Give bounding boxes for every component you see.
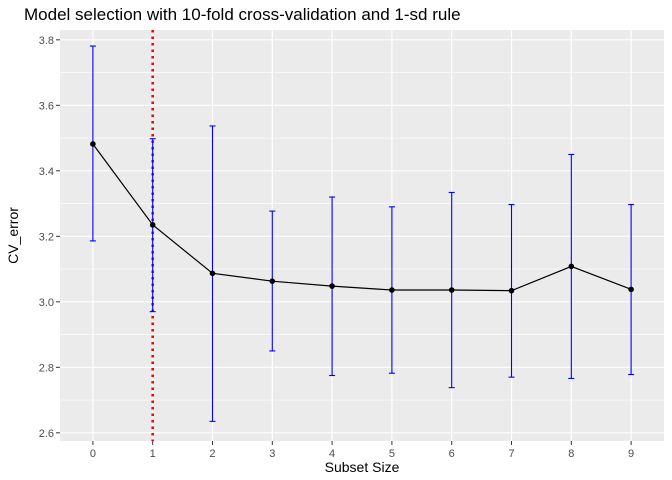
data-point — [508, 287, 515, 294]
x-tick-label: 8 — [568, 448, 574, 460]
y-tick-label: 2.8 — [39, 362, 54, 374]
x-tick-label: 1 — [150, 448, 156, 460]
x-tick-label: 0 — [90, 448, 96, 460]
y-tick-label: 3.2 — [39, 231, 54, 243]
x-tick-label: 7 — [508, 448, 514, 460]
minor-gridlines — [60, 72, 664, 401]
data-point — [269, 278, 276, 284]
x-tick-label: 4 — [329, 448, 335, 460]
y-axis-title: CV_error — [5, 207, 21, 264]
data-point — [389, 287, 395, 293]
y-tick-label: 3.6 — [39, 100, 54, 112]
x-axis-title: Subset Size — [325, 459, 400, 475]
chart-title: Model selection with 10-fold cross-valid… — [24, 5, 461, 24]
data-point — [448, 287, 455, 293]
y-tick-label: 3.0 — [39, 297, 54, 309]
cv-error-points — [90, 141, 634, 294]
cv-error-polyline — [92, 143, 632, 292]
x-tick-label: 9 — [628, 448, 634, 460]
x-tick-label: 2 — [209, 448, 215, 460]
data-point — [628, 286, 634, 293]
data-point — [149, 222, 156, 228]
y-axis: 2.6 2.8 3.0 3.2 3.4 3.6 3.8 — [39, 35, 60, 440]
y-tick-label: 2.6 — [39, 428, 54, 440]
cv-error-line — [92, 143, 632, 292]
x-tick-label: 5 — [389, 448, 395, 460]
data-point — [209, 270, 216, 277]
y-tick-label: 3.4 — [39, 166, 54, 178]
x-tick-label: 6 — [449, 448, 455, 460]
y-tick-label: 3.8 — [39, 35, 54, 47]
data-point — [329, 283, 335, 289]
data-point — [90, 141, 96, 147]
plot-panel — [60, 30, 664, 441]
data-point — [568, 263, 575, 270]
x-axis: 0 1 2 3 4 5 6 7 8 9 — [90, 441, 634, 460]
x-tick-label: 3 — [269, 448, 275, 460]
